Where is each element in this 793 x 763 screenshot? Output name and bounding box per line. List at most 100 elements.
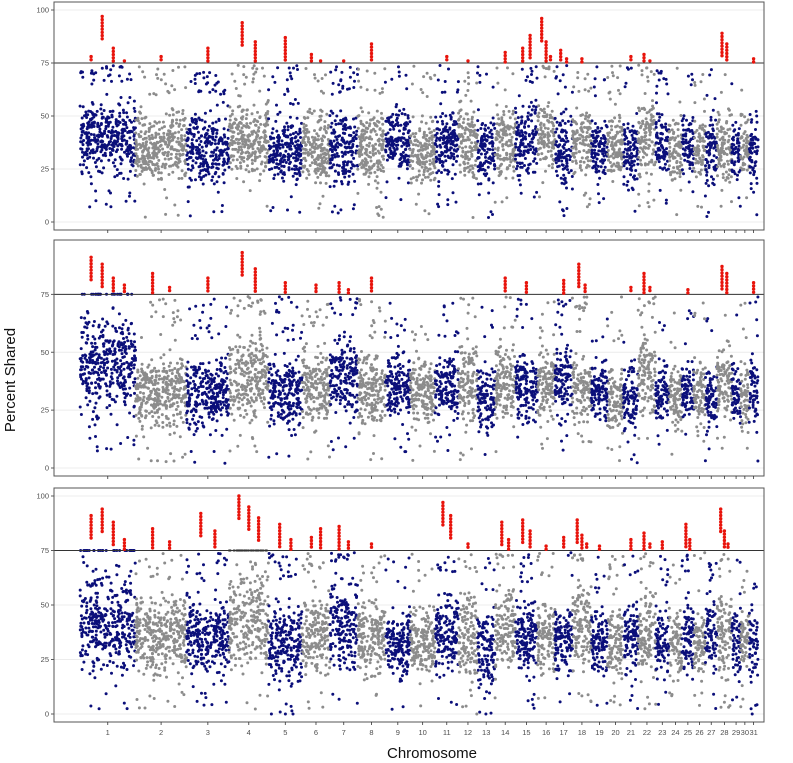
data-point bbox=[565, 64, 568, 67]
data-point bbox=[441, 120, 444, 123]
data-point bbox=[197, 117, 200, 120]
data-point bbox=[604, 138, 607, 141]
data-point bbox=[276, 149, 279, 152]
data-point bbox=[710, 68, 713, 71]
data-point bbox=[350, 167, 353, 170]
data-point bbox=[324, 73, 327, 76]
data-point bbox=[471, 149, 474, 152]
data-point bbox=[366, 162, 369, 165]
data-point bbox=[518, 146, 521, 149]
data-point bbox=[352, 164, 355, 167]
data-point bbox=[373, 171, 376, 174]
data-point bbox=[377, 150, 380, 153]
data-point bbox=[430, 151, 433, 154]
data-point bbox=[515, 138, 518, 141]
data-point bbox=[319, 181, 322, 184]
data-point bbox=[693, 120, 696, 123]
highlight-point bbox=[112, 59, 115, 62]
data-point bbox=[496, 82, 499, 85]
data-point bbox=[93, 133, 96, 136]
data-point bbox=[441, 164, 444, 167]
highlight-point bbox=[565, 57, 568, 60]
data-point bbox=[649, 125, 652, 128]
data-point bbox=[423, 209, 426, 212]
data-point bbox=[613, 116, 616, 119]
data-point bbox=[105, 93, 108, 96]
data-point bbox=[469, 125, 472, 128]
data-point bbox=[398, 109, 401, 112]
data-point bbox=[622, 151, 625, 154]
data-point bbox=[417, 149, 420, 152]
data-point bbox=[647, 80, 650, 83]
chromosome-11-points bbox=[434, 64, 460, 208]
data-point bbox=[95, 165, 98, 168]
data-point bbox=[151, 147, 154, 150]
highlight-point bbox=[284, 55, 287, 58]
data-point bbox=[429, 131, 432, 134]
data-point bbox=[263, 123, 266, 126]
data-point bbox=[586, 73, 589, 76]
data-point bbox=[477, 108, 480, 111]
data-point bbox=[313, 129, 316, 132]
data-point bbox=[350, 140, 353, 143]
data-point bbox=[564, 177, 567, 180]
data-point bbox=[566, 154, 569, 157]
data-point bbox=[519, 150, 522, 153]
data-point bbox=[167, 144, 170, 147]
data-point bbox=[308, 141, 311, 144]
data-point bbox=[654, 161, 657, 164]
data-point bbox=[241, 118, 244, 121]
data-point bbox=[118, 74, 121, 77]
data-point bbox=[286, 128, 289, 131]
data-point bbox=[708, 74, 711, 77]
data-point bbox=[565, 149, 568, 152]
data-point bbox=[497, 147, 500, 150]
data-point bbox=[744, 130, 747, 133]
data-point bbox=[331, 148, 334, 151]
data-point bbox=[309, 164, 312, 167]
data-point bbox=[496, 67, 499, 70]
data-point bbox=[619, 130, 622, 133]
data-point bbox=[342, 118, 345, 121]
data-point bbox=[589, 87, 592, 90]
data-point bbox=[523, 126, 526, 129]
data-point bbox=[570, 169, 573, 172]
data-point bbox=[299, 162, 302, 165]
data-point bbox=[335, 180, 338, 183]
data-point bbox=[556, 121, 559, 124]
data-point bbox=[611, 138, 614, 141]
data-point bbox=[719, 154, 722, 157]
data-point bbox=[213, 182, 216, 185]
data-point bbox=[177, 110, 180, 113]
data-point bbox=[298, 171, 301, 174]
chromosome-5-points bbox=[267, 64, 303, 213]
points-layer bbox=[79, 293, 760, 465]
data-point bbox=[368, 137, 371, 140]
data-point bbox=[230, 154, 233, 157]
data-point bbox=[167, 158, 170, 161]
data-point bbox=[222, 101, 225, 104]
data-point bbox=[660, 132, 663, 135]
data-point bbox=[676, 172, 679, 175]
data-point bbox=[197, 131, 200, 134]
data-point bbox=[434, 116, 437, 119]
data-point bbox=[620, 158, 623, 161]
data-point bbox=[86, 154, 89, 157]
data-point bbox=[276, 66, 279, 69]
data-point bbox=[276, 140, 279, 143]
data-point bbox=[416, 176, 419, 179]
highlight-point bbox=[720, 44, 723, 47]
highlight-point bbox=[284, 52, 287, 55]
data-point bbox=[513, 148, 516, 151]
data-point bbox=[588, 203, 591, 206]
data-point bbox=[339, 143, 342, 146]
data-point bbox=[752, 166, 755, 169]
data-point bbox=[660, 144, 663, 147]
data-point bbox=[219, 93, 222, 96]
data-point bbox=[520, 192, 523, 195]
data-point bbox=[381, 123, 384, 126]
data-point bbox=[159, 136, 162, 139]
data-point bbox=[675, 213, 678, 216]
data-point bbox=[439, 136, 442, 139]
data-point bbox=[212, 130, 215, 133]
